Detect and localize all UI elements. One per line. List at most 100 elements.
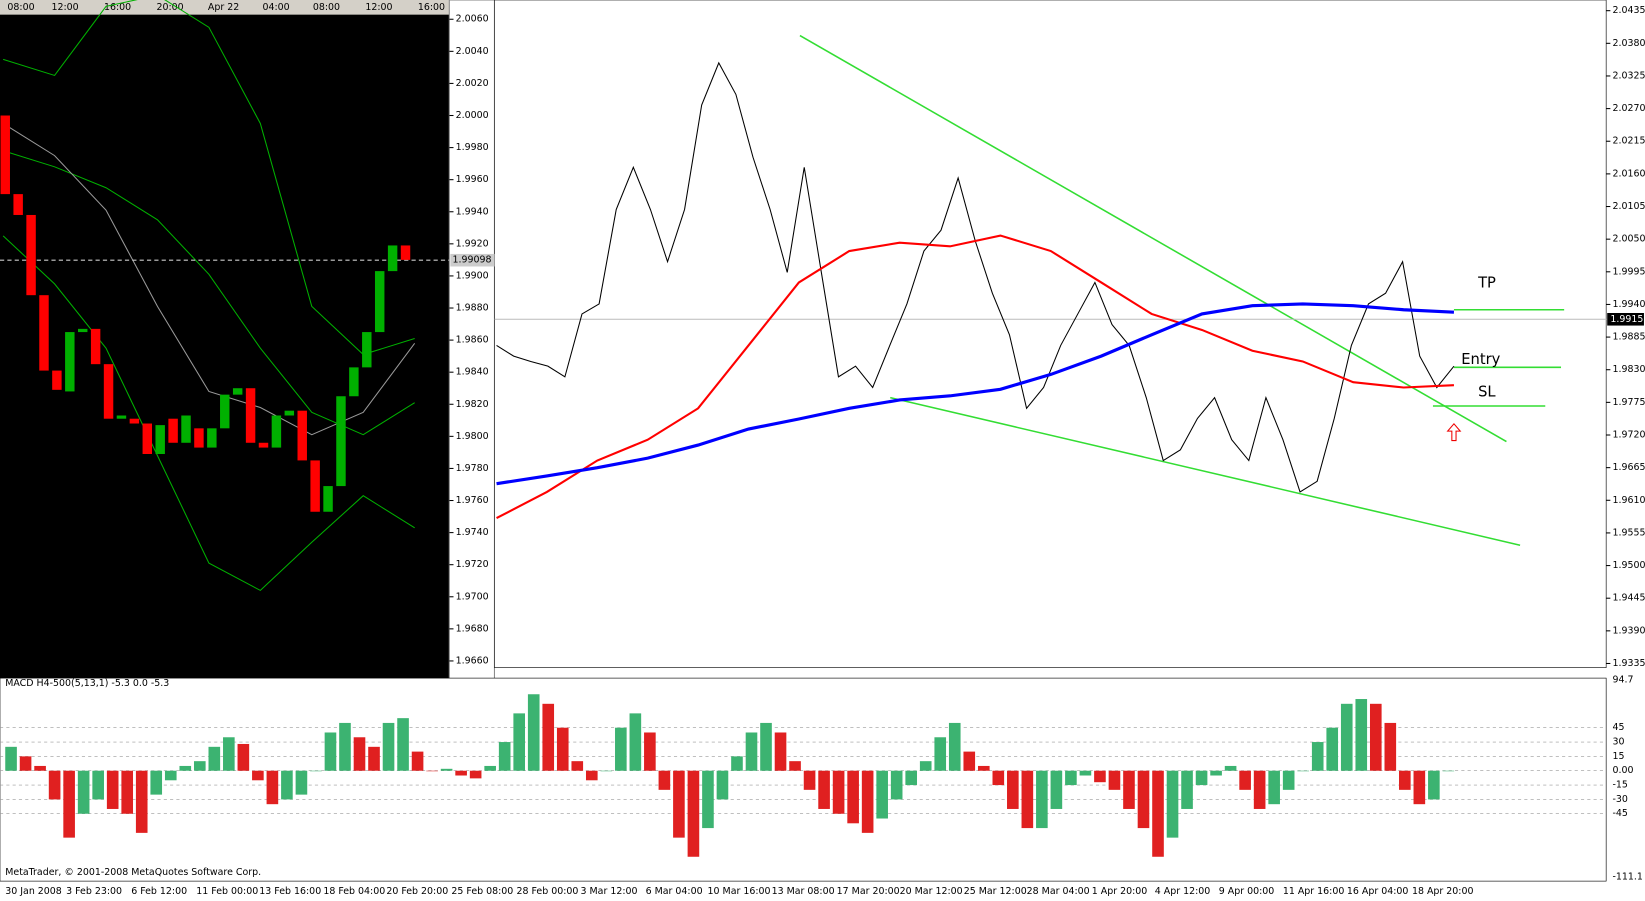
- candle: [310, 460, 320, 512]
- current-price-box: [1607, 313, 1644, 326]
- macd-bar: [455, 770, 467, 776]
- y-tick-label: 1.9860: [456, 335, 489, 346]
- main-chart-bg: [494, 0, 1607, 668]
- macd-bar: [1442, 770, 1455, 772]
- trendline: [799, 34, 1507, 443]
- y-tick-label: 1.9700: [456, 591, 489, 602]
- y-tick-label: 1.9335: [1612, 658, 1645, 669]
- macd-bar: [948, 722, 961, 771]
- trendline: [890, 396, 1521, 546]
- y-tick-label: 2.0325: [1612, 70, 1645, 81]
- macd-bar: [789, 761, 801, 771]
- macd-bar: [615, 727, 627, 771]
- candle: [26, 214, 36, 296]
- y-tick-label: 1.9760: [456, 495, 489, 506]
- macd-bar: [1021, 770, 1034, 829]
- y-tick-label: 1.9830: [1612, 364, 1645, 375]
- macd-bar: [1340, 703, 1353, 771]
- candle: [129, 418, 140, 424]
- macd-bar: [1253, 770, 1266, 809]
- macd-bar: [702, 770, 714, 829]
- y-tick-label: 94.7: [1612, 675, 1633, 686]
- macd-bar: [1210, 770, 1222, 776]
- date-label: 4 Apr 12:00: [1155, 886, 1211, 897]
- sl-label: SL: [1478, 383, 1496, 400]
- y-tick-label: 2.0270: [1612, 103, 1645, 114]
- date-label: 20 Feb 20:00: [386, 886, 448, 897]
- macd-bar: [1065, 770, 1077, 786]
- candle: [39, 295, 49, 371]
- macd-bar: [760, 722, 772, 771]
- band-line: [2, 235, 415, 592]
- date-label: 6 Feb 12:00: [131, 886, 187, 897]
- y-tick-label: 1.9740: [456, 527, 489, 538]
- macd-bar: [527, 694, 540, 771]
- macd-bar: [1413, 770, 1426, 805]
- y-tick-label: 1.9680: [456, 623, 489, 634]
- macd-bar: [847, 770, 859, 824]
- y-tick-label: 1.9940: [1612, 299, 1645, 310]
- macd-bar: [919, 761, 932, 771]
- band-line: [2, 123, 416, 436]
- macd-bar: [556, 727, 569, 771]
- candle: [349, 367, 359, 397]
- candle: [336, 396, 346, 487]
- macd-bar: [484, 765, 496, 771]
- date-label: 3 Feb 23:00: [66, 886, 122, 897]
- macd-bar: [861, 770, 874, 833]
- macd-bar: [498, 742, 511, 771]
- macd-bar: [19, 756, 32, 771]
- y-tick-label: 1.9780: [456, 463, 489, 474]
- date-label: 17 Mar 20:00: [837, 886, 900, 897]
- date-label: 18 Apr 20:00: [1412, 886, 1474, 897]
- macd-bar: [310, 770, 322, 772]
- macd-bar: [63, 770, 75, 838]
- candle: [362, 332, 372, 368]
- macd-bar: [774, 732, 787, 771]
- macd-bar: [600, 770, 613, 772]
- y-tick-label: 2.0020: [456, 78, 489, 89]
- current-price-label: 1.9915: [1610, 314, 1643, 325]
- macd-bar: [150, 770, 163, 795]
- y-tick-label: 1.9920: [456, 238, 489, 249]
- macd-bar: [1195, 770, 1208, 786]
- y-tick-label: 1.9900: [456, 270, 489, 281]
- macd-bar: [1428, 770, 1440, 800]
- candle: [168, 418, 178, 443]
- date-label: 11 Apr 16:00: [1283, 886, 1345, 897]
- y-tick-label: 45: [1612, 722, 1624, 733]
- y-tick-label: 2.0040: [456, 46, 489, 57]
- time-label: 16:00: [104, 2, 131, 13]
- y-tick-label: 1.9610: [1612, 495, 1645, 506]
- macd-bar: [876, 770, 888, 819]
- date-label: 18 Feb 04:00: [323, 886, 385, 897]
- macd-bar: [397, 718, 409, 771]
- macd-bar: [34, 765, 46, 771]
- y-tick-label: 0.00: [1612, 765, 1633, 776]
- y-tick-label: 2.0060: [456, 14, 489, 25]
- y-tick-label: 1.9800: [456, 431, 489, 442]
- macd-bar: [1152, 770, 1164, 857]
- candle: [0, 115, 10, 195]
- candle: [103, 364, 114, 419]
- time-label: 08:00: [7, 2, 34, 13]
- candle: [194, 428, 204, 448]
- candle: [52, 370, 62, 390]
- y-tick-label: 1.9660: [456, 655, 489, 666]
- macd-bar: [106, 770, 119, 809]
- left-chart-bg: [0, 0, 450, 681]
- band-line: [2, 0, 415, 356]
- macd-bar: [426, 770, 438, 772]
- macd-bar: [1137, 770, 1150, 829]
- macd-bar: [1224, 765, 1237, 771]
- y-tick-label: 1.9665: [1612, 462, 1645, 473]
- candle: [245, 388, 256, 443]
- macd-bar: [745, 732, 758, 771]
- macd-bar: [324, 732, 337, 771]
- price-line: [496, 302, 1455, 486]
- macd-bar: [731, 756, 743, 771]
- macd-bar: [992, 770, 1005, 786]
- macd-bar: [1239, 770, 1251, 790]
- macd-bar: [1094, 770, 1106, 783]
- footer: MetaTrader, © 2001-2008 MetaQuotes Softw…: [5, 867, 261, 878]
